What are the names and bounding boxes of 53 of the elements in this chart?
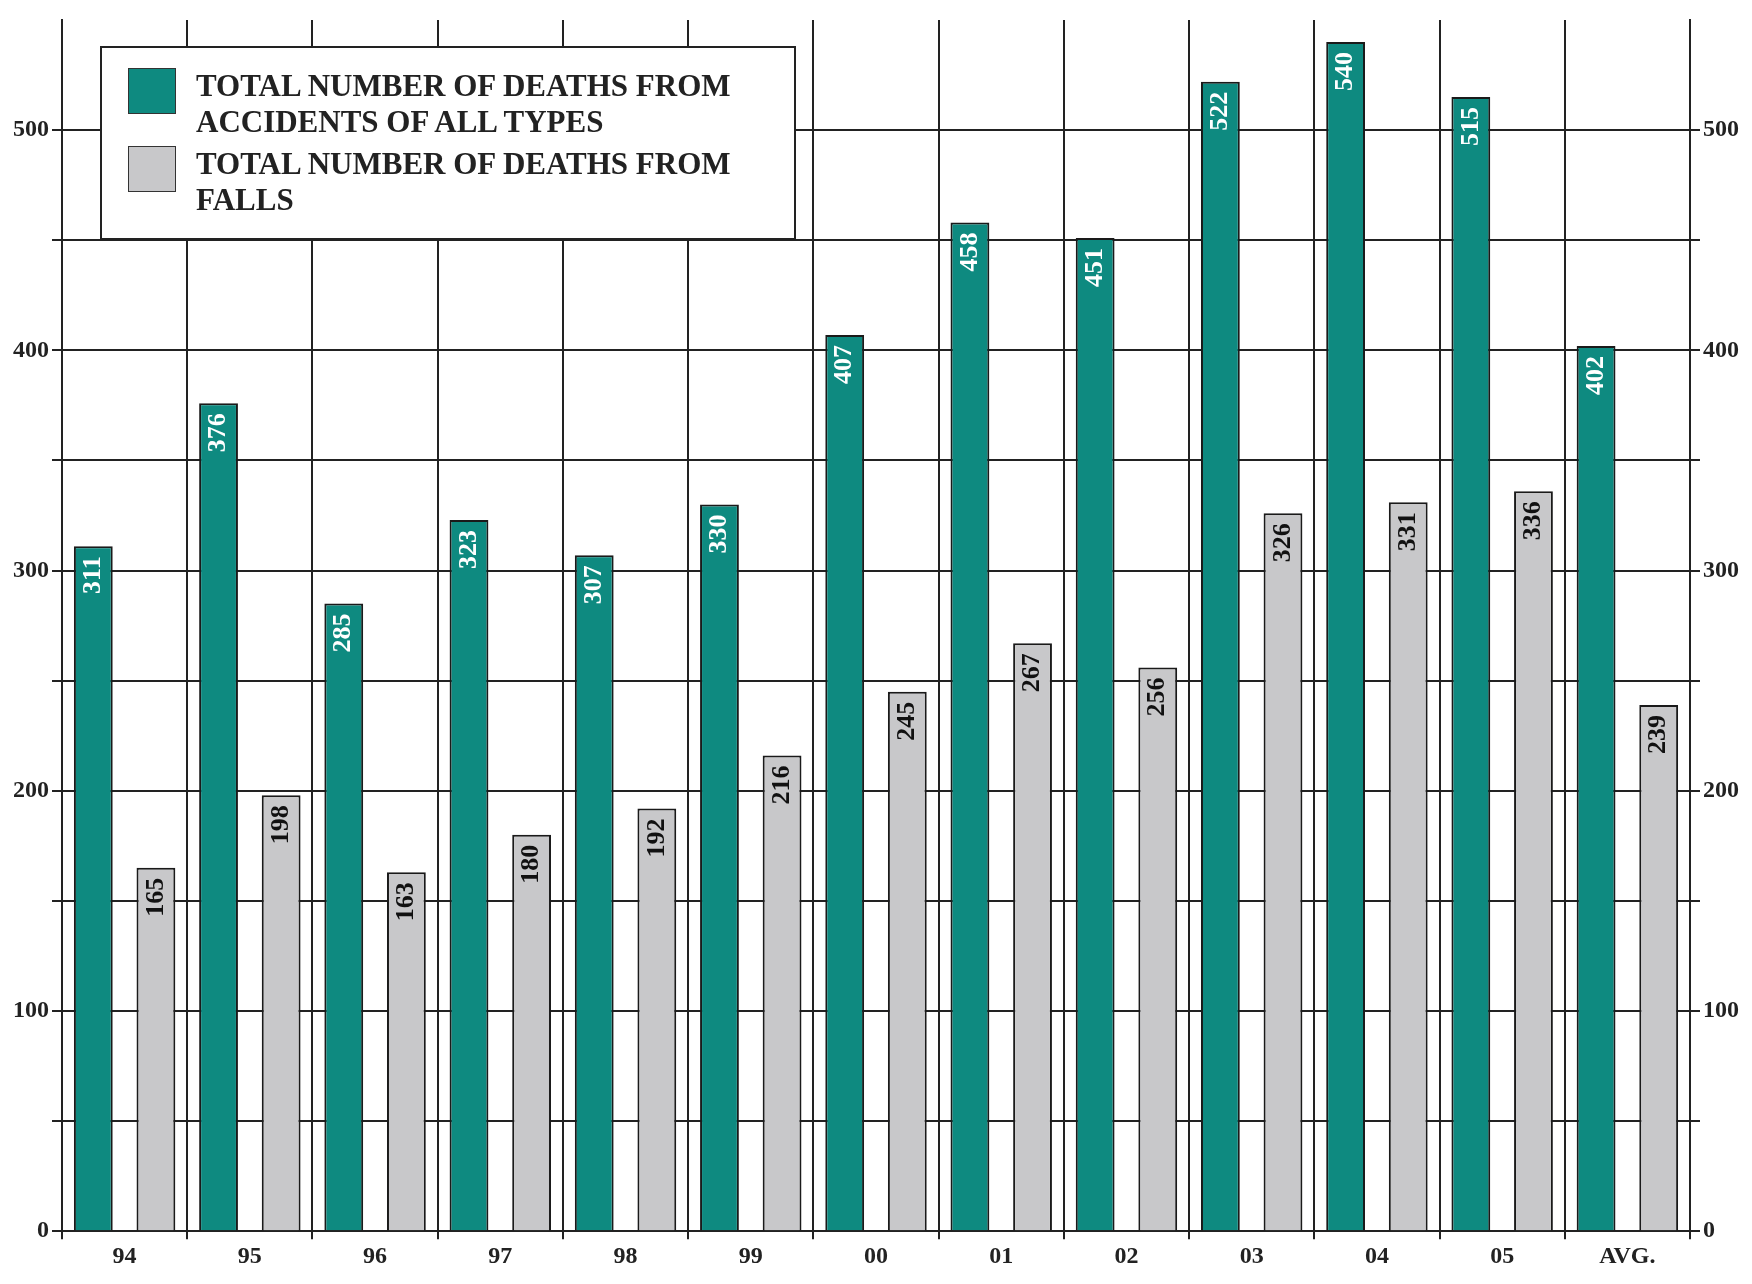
x-tick-label: 95	[237, 1241, 262, 1268]
data-label: 451	[1078, 248, 1108, 288]
x-tick-label: 04	[1364, 1241, 1389, 1268]
data-label: 407	[828, 344, 858, 384]
x-tick-label: 94	[112, 1241, 137, 1268]
x-tick-label: 96	[363, 1241, 388, 1268]
y-tick-label: 200	[13, 775, 49, 802]
x-tick-label: 01	[989, 1241, 1014, 1268]
data-label: 163	[390, 882, 420, 922]
data-label: 331	[1391, 512, 1421, 552]
y-tick-label: 100	[13, 996, 49, 1023]
x-tick-label: 97	[488, 1241, 513, 1268]
data-label: 192	[640, 818, 670, 858]
data-label: 165	[139, 877, 169, 917]
data-label: 198	[264, 805, 294, 845]
x-tick-label: 02	[1114, 1241, 1139, 1268]
y2-tick-label: 300	[1703, 555, 1739, 582]
data-label: 245	[891, 701, 921, 741]
data-label: 402	[1579, 355, 1609, 395]
data-label: 256	[1141, 677, 1171, 717]
x-tick-label: AVG.	[1599, 1241, 1656, 1268]
data-label: 330	[703, 514, 733, 554]
data-label: 522	[1204, 91, 1234, 131]
data-label: 285	[327, 613, 357, 653]
x-tick-label: 05	[1490, 1241, 1515, 1268]
x-tick-label: 00	[864, 1241, 888, 1268]
data-label: 336	[1517, 501, 1547, 541]
data-label: 239	[1642, 714, 1672, 754]
y-tick-label: 500	[13, 115, 49, 142]
data-label: 216	[765, 765, 795, 805]
data-label: 458	[953, 232, 983, 272]
y2-tick-label: 200	[1703, 775, 1739, 802]
y2-tick-label: 400	[1703, 335, 1739, 362]
x-tick-label: 98	[613, 1241, 638, 1268]
data-label: 540	[1329, 52, 1359, 92]
data-label: 311	[77, 556, 107, 594]
data-label: 326	[1266, 523, 1296, 563]
data-label: 515	[1454, 107, 1484, 147]
legend-label: TOTAL NUMBER OF DEATHS FROM FALLS	[196, 146, 732, 218]
y-tick-label: 300	[13, 555, 49, 582]
data-label: 180	[515, 844, 545, 884]
y-tick-label: 0	[37, 1216, 49, 1243]
data-label: 376	[202, 413, 232, 453]
y2-tick-label: 0	[1703, 1216, 1715, 1243]
data-label: 267	[1016, 653, 1046, 693]
data-label: 307	[577, 565, 607, 605]
x-tick-label: 03	[1239, 1241, 1264, 1268]
y-tick-label: 400	[13, 335, 49, 362]
legend-label: TOTAL NUMBER OF DEATHS FROM ACCIDENTS OF ALL TYPES	[196, 68, 732, 140]
data-label: 323	[452, 529, 482, 569]
y2-tick-label: 500	[1703, 115, 1739, 142]
y2-tick-label: 100	[1703, 996, 1739, 1023]
x-tick-label: 99	[738, 1241, 763, 1268]
